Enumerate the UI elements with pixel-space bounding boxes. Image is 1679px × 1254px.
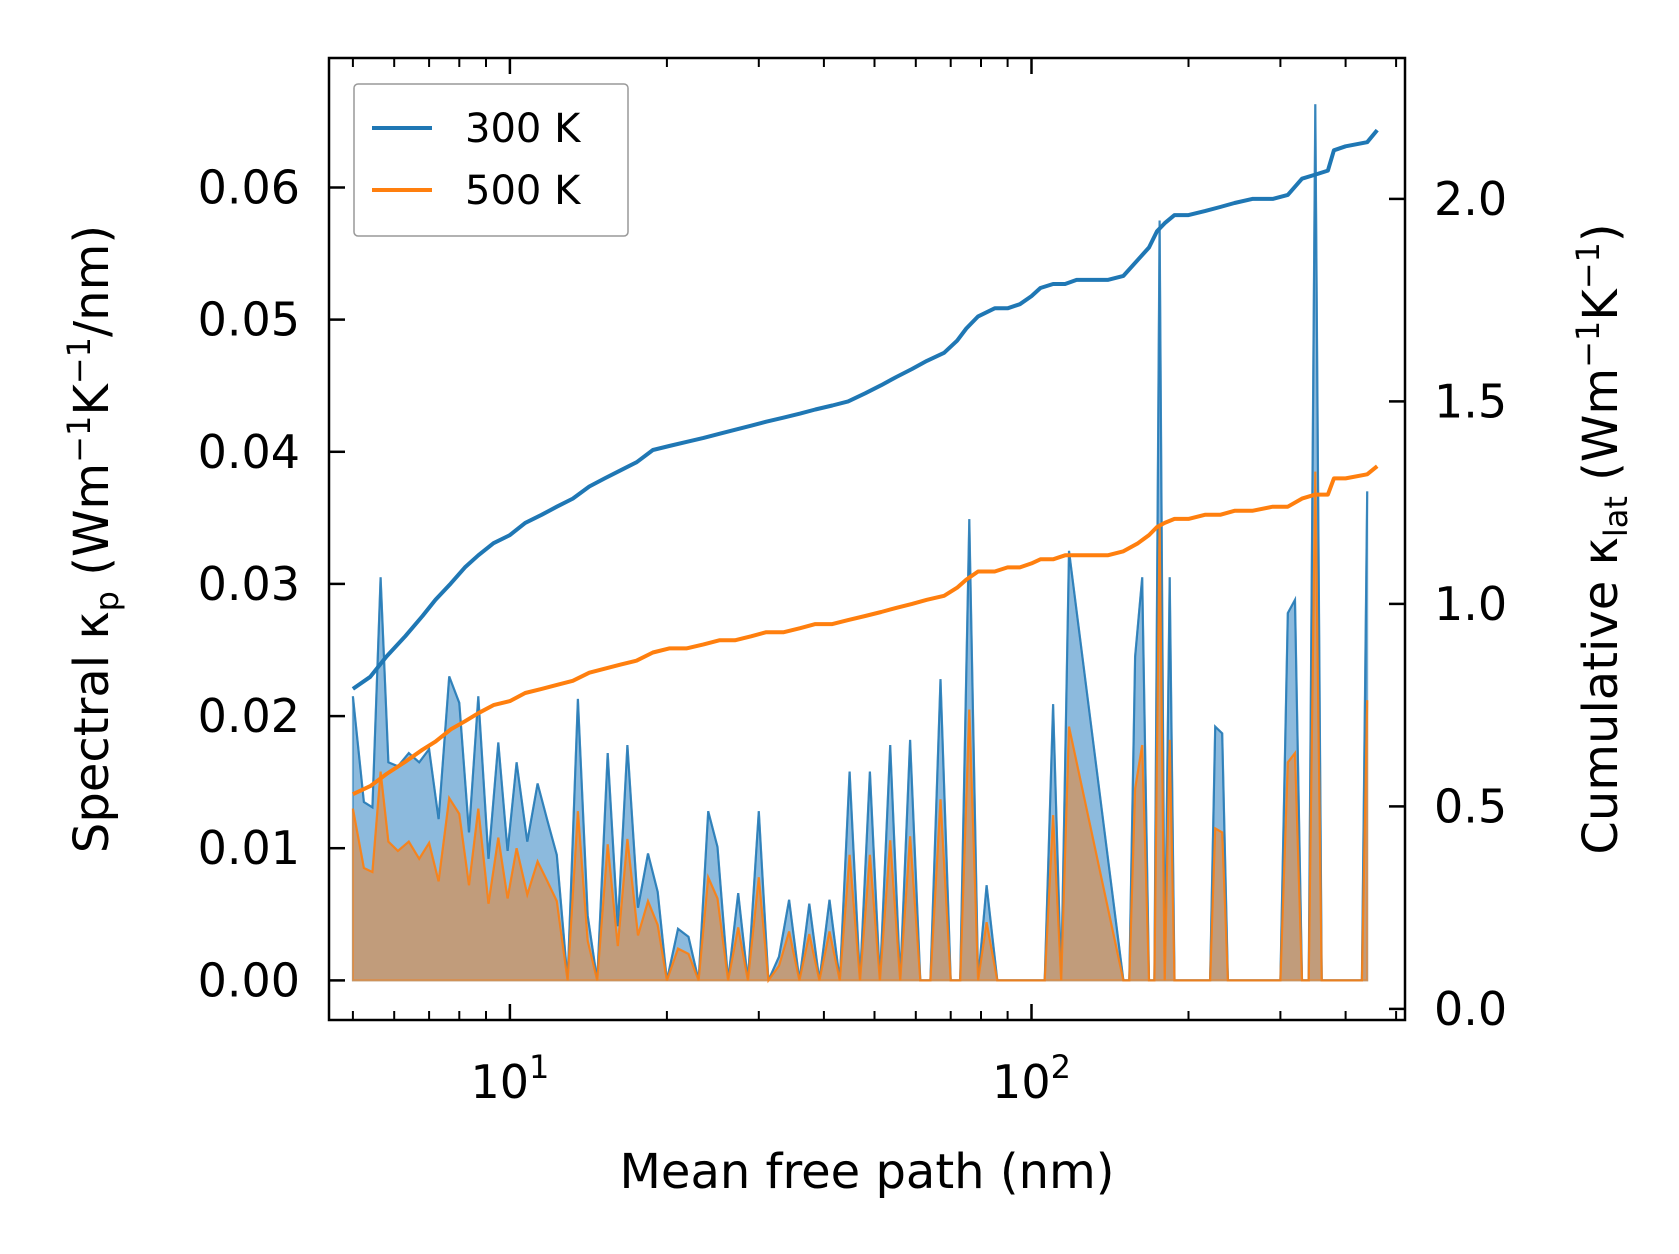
y-right-title-sup1: −1 <box>1569 321 1607 368</box>
y-left-tick-label: 0.03 <box>198 557 300 611</box>
spectral-fill-layer <box>351 104 1369 984</box>
cumulative-line-500k <box>352 464 1379 797</box>
y-right-title-unit-post: ) <box>1573 223 1629 242</box>
y-left-title-sub: p <box>88 591 126 611</box>
x-tick-label-exponent: 2 <box>1051 1048 1071 1086</box>
cumulative-line-300k <box>351 128 1379 691</box>
y-left-tick-label: 0.01 <box>198 821 300 875</box>
y-left-tick-label: 0.06 <box>198 161 300 215</box>
x-tick-label-base: 10 <box>992 1055 1051 1109</box>
y-right-title-unit-pre: (Wm <box>1573 368 1629 496</box>
y-left-title-unit-post: /nm) <box>64 225 120 337</box>
legend-label-500k: 500 K <box>465 168 582 214</box>
y-right-tick-label: 1.5 <box>1434 374 1507 428</box>
y-left-title-sup1: −1 <box>60 416 98 463</box>
y-right-tick-label: 0.0 <box>1434 982 1507 1036</box>
x-tick-labels: 101 102 <box>470 1048 1071 1109</box>
y-right-tick-labels: 0.0 0.5 1.0 1.5 2.0 <box>1434 172 1507 1036</box>
line-layer <box>351 128 1379 797</box>
y-right-title-sup2: −1 <box>1569 242 1607 289</box>
y-left-title-sup2: −1 <box>60 337 98 384</box>
legend-box <box>353 83 629 237</box>
y-right-title-main: Cumulative κ <box>1573 537 1629 855</box>
x-axis-title: Mean free path (nm) <box>620 1144 1115 1200</box>
y-right-tick-label: 0.5 <box>1434 779 1507 833</box>
y-right-tick-label: 1.0 <box>1434 577 1507 631</box>
x-tick-label-exponent: 1 <box>529 1048 549 1086</box>
y-left-axis-title: Spectral κp (Wm−1K−1/nm) <box>60 225 126 853</box>
plot-frame <box>327 56 1407 1022</box>
y-left-tick-label: 0.04 <box>198 425 300 479</box>
y-right-axis-title: Cumulative κlat (Wm−1K−1) <box>1569 223 1635 854</box>
y-left-tick-label: 0.05 <box>198 293 300 347</box>
y-left-title-unit-mid: K <box>64 383 120 416</box>
x-tick-label: 101 <box>470 1048 549 1109</box>
y-left-tick-label: 0.00 <box>198 953 300 1007</box>
spectral-line-500k <box>351 471 1369 984</box>
y-left-title-main: Spectral κ <box>64 611 120 853</box>
y-right-tick-label: 2.0 <box>1434 172 1507 226</box>
legend-label-300k: 300 K <box>465 106 582 152</box>
legend: 300 K 500 K <box>353 83 629 237</box>
x-tick-label: 102 <box>992 1048 1071 1109</box>
y-right-title-sub: lat <box>1597 496 1635 537</box>
y-left-title-unit-pre: (Wm <box>64 463 120 591</box>
tick-layer <box>329 58 1405 1020</box>
y-left-tick-label: 0.02 <box>198 689 300 743</box>
y-left-tick-labels: 0.00 0.01 0.02 0.03 0.04 0.05 0.06 <box>198 161 300 1008</box>
x-tick-label-base: 10 <box>470 1055 529 1109</box>
y-right-title-unit-mid: K <box>1573 288 1629 321</box>
